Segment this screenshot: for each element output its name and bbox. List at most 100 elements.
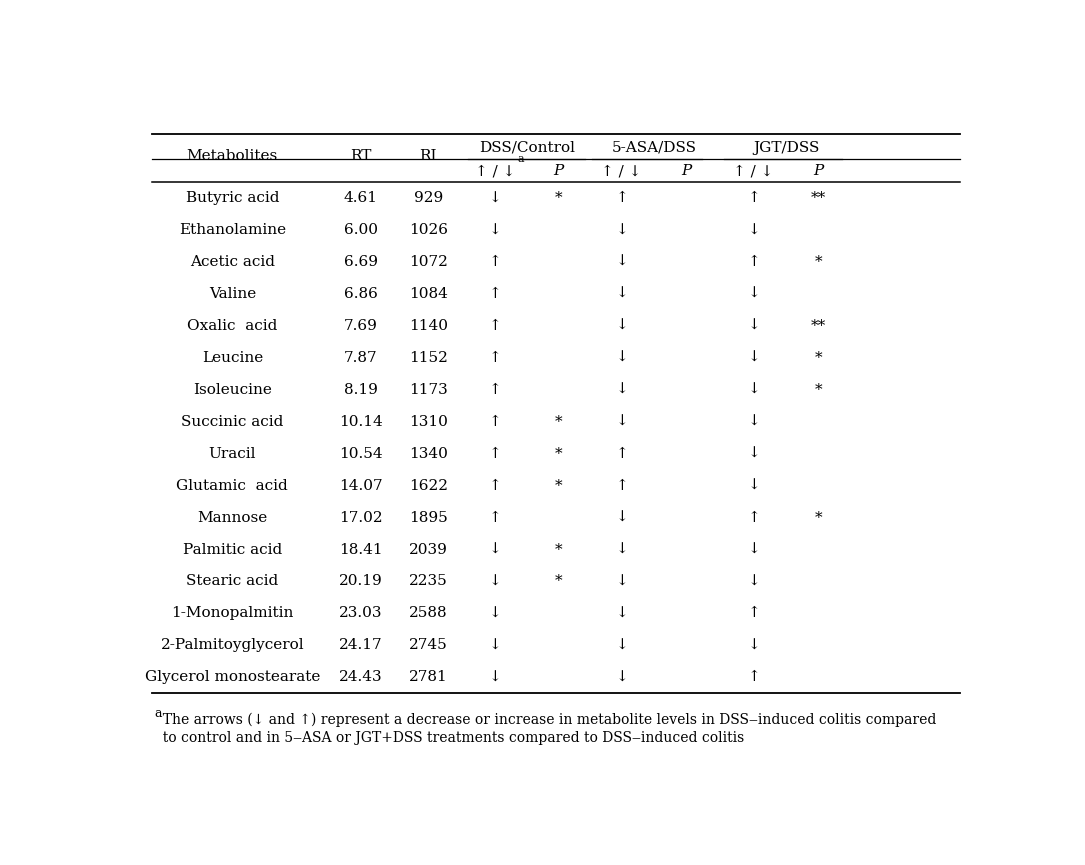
Text: ↑: ↑ [489,478,502,493]
Text: Leucine: Leucine [202,351,263,365]
Text: ↓: ↓ [615,287,628,301]
Text: ↓: ↓ [748,574,761,588]
Text: 14.07: 14.07 [340,478,383,493]
Text: *: * [554,478,562,493]
Text: ↓: ↓ [748,319,761,333]
Text: 1-Monopalmitin: 1-Monopalmitin [171,606,294,620]
Text: P: P [553,164,564,178]
Text: P: P [681,164,691,178]
Text: ↑: ↑ [489,351,502,365]
Text: Stearic acid: Stearic acid [187,574,279,588]
Text: 8.19: 8.19 [344,383,378,397]
Text: 1152: 1152 [409,351,448,365]
Text: 23.03: 23.03 [340,606,383,620]
Text: ↓: ↓ [489,670,502,684]
Text: *: * [554,446,562,461]
Text: ↑: ↑ [489,510,502,525]
Text: ↓: ↓ [748,638,761,652]
Text: ↑: ↑ [489,255,502,269]
Text: Butyric acid: Butyric acid [186,191,279,205]
Text: 24.43: 24.43 [340,670,383,684]
Text: ↑: ↑ [489,319,502,333]
Text: ↓: ↓ [615,606,628,620]
Text: ↑: ↑ [748,191,761,205]
Text: *: * [554,574,562,588]
Text: Oxalic  acid: Oxalic acid [187,319,278,333]
Text: ↑: ↑ [748,255,761,269]
Text: ↓: ↓ [615,383,628,397]
Text: ↓: ↓ [615,415,628,429]
Text: Mannose: Mannose [197,510,267,525]
Text: 24.17: 24.17 [340,638,383,652]
Text: ↓: ↓ [489,574,502,588]
Text: ↓: ↓ [615,574,628,588]
Text: 1084: 1084 [409,287,448,301]
Text: 2-Palmitoyglycerol: 2-Palmitoyglycerol [161,638,304,652]
Text: RT: RT [350,149,372,163]
Text: *: * [815,351,822,365]
Text: ↓: ↓ [489,638,502,652]
Text: Ethanolamine: Ethanolamine [179,223,285,237]
Text: ↓: ↓ [748,223,761,237]
Text: 2235: 2235 [409,574,448,588]
Text: Acetic acid: Acetic acid [190,255,275,269]
Text: ↑: ↑ [489,383,502,397]
Text: ↑: ↑ [489,446,502,461]
Text: ↓: ↓ [748,446,761,461]
Text: 2039: 2039 [409,542,448,556]
Text: Metabolites: Metabolites [187,149,278,163]
Text: 5-ASA/DSS: 5-ASA/DSS [612,141,697,155]
Text: P: P [814,164,824,178]
Text: ↑: ↑ [615,191,628,205]
Text: 6.69: 6.69 [344,255,378,269]
Text: ↓: ↓ [615,319,628,333]
Text: ↓: ↓ [615,542,628,556]
Text: ↑: ↑ [489,415,502,429]
Text: 2588: 2588 [409,606,447,620]
Text: ↑ / ↓: ↑ / ↓ [475,164,515,178]
Text: a: a [154,707,162,720]
Text: 6.00: 6.00 [344,223,378,237]
Text: **: ** [810,319,826,333]
Text: RI: RI [420,149,437,163]
Text: Uracil: Uracil [208,446,256,461]
Text: JGT/DSS: JGT/DSS [753,141,819,155]
Text: 17.02: 17.02 [340,510,383,525]
Text: *: * [815,383,822,397]
Text: ↓: ↓ [748,415,761,429]
Text: to control and in 5‒ASA or JGT+DSS treatments compared to DSS‒induced colitis: to control and in 5‒ASA or JGT+DSS treat… [154,731,744,745]
Text: ↓: ↓ [748,542,761,556]
Text: ↓: ↓ [489,191,502,205]
Text: 10.54: 10.54 [340,446,383,461]
Text: 4.61: 4.61 [344,191,378,205]
Text: ↓: ↓ [615,255,628,269]
Text: 2745: 2745 [409,638,448,652]
Text: ↓: ↓ [615,638,628,652]
Text: ↓: ↓ [748,287,761,301]
Text: ↑ / ↓: ↑ / ↓ [601,164,642,178]
Text: ↓: ↓ [748,383,761,397]
Text: 1310: 1310 [409,415,448,429]
Text: a: a [518,154,524,164]
Text: The arrows (↓ and ↑) represent a decrease or increase in metabolite levels in DS: The arrows (↓ and ↑) represent a decreas… [154,713,936,727]
Text: ↓: ↓ [748,478,761,493]
Text: 2781: 2781 [409,670,448,684]
Text: 10.14: 10.14 [340,415,383,429]
Text: Succinic acid: Succinic acid [181,415,283,429]
Text: ↑: ↑ [748,606,761,620]
Text: ↓: ↓ [489,542,502,556]
Text: ↓: ↓ [489,606,502,620]
Text: Glycerol monostearate: Glycerol monostearate [144,670,320,684]
Text: ↓: ↓ [615,351,628,365]
Text: *: * [554,542,562,556]
Text: ↑: ↑ [615,478,628,493]
Text: *: * [815,510,822,525]
Text: 1340: 1340 [409,446,448,461]
Text: ↑: ↑ [748,670,761,684]
Text: *: * [815,255,822,269]
Text: ↑: ↑ [748,510,761,525]
Text: Palmitic acid: Palmitic acid [182,542,282,556]
Text: 18.41: 18.41 [340,542,383,556]
Text: 1140: 1140 [409,319,448,333]
Text: 7.69: 7.69 [344,319,378,333]
